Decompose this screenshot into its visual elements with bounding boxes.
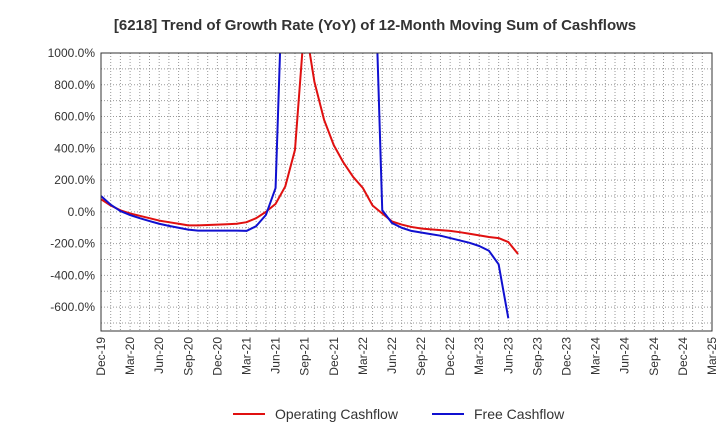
plot-area: [101, 53, 712, 331]
x-tick-label: Sep-21: [298, 337, 312, 376]
x-tick-label: Mar-23: [472, 337, 486, 375]
x-tick-label: Sep-22: [414, 337, 428, 376]
y-tick-label: 0.0%: [68, 205, 96, 219]
x-tick-label: Jun-21: [269, 337, 283, 374]
y-tick-label: 400.0%: [54, 141, 95, 155]
y-tick-label: 200.0%: [54, 173, 95, 187]
grid-layer: [100, 52, 713, 331]
y-tick-label: -600.0%: [50, 300, 95, 314]
x-tick-label: Dec-23: [560, 337, 574, 376]
x-tick-label: Dec-22: [443, 337, 457, 376]
legend-layer: Operating Cashflow Free Cashflow: [233, 406, 565, 422]
legend-label-1: Free Cashflow: [474, 406, 565, 422]
legend-label-0: Operating Cashflow: [275, 406, 399, 422]
x-tick-label: Jun-22: [385, 337, 399, 374]
x-tick-label: Mar-20: [123, 337, 137, 375]
x-tick-label: Sep-20: [181, 337, 195, 376]
x-tick-label: Mar-24: [589, 337, 603, 375]
x-tick-label: Mar-21: [239, 337, 253, 375]
x-tick-label: Jun-24: [618, 337, 632, 374]
plot-border: [100, 52, 713, 332]
x-tick-label: Mar-25: [705, 337, 719, 375]
x-tick-label: Dec-24: [676, 337, 690, 376]
y-tick-label: 800.0%: [54, 78, 95, 92]
x-tick-label: Sep-24: [647, 337, 661, 376]
series-line-0: [101, 53, 519, 255]
x-tick-label: Jun-20: [152, 337, 166, 374]
y-tick-label: -200.0%: [50, 237, 95, 251]
x-tick-label: Sep-23: [530, 337, 544, 376]
axis-layer: 1000.0% 800.0% 600.0% 400.0% 200.0% 0.0% -200.…: [48, 46, 719, 376]
x-tick-label: Jun-23: [501, 337, 515, 374]
y-tick-label: -400.0%: [50, 268, 95, 282]
x-tick-label: Dec-19: [94, 337, 108, 376]
x-tick-label: Mar-22: [356, 337, 370, 375]
series-line-1: [101, 53, 510, 319]
x-tick-label: Dec-20: [210, 337, 224, 376]
series-layer: [101, 53, 519, 319]
chart-title: [6218] Trend of Growth Rate (YoY) of 12-…: [114, 17, 636, 34]
y-tick-label: 1000.0%: [48, 46, 96, 60]
y-tick-label: 600.0%: [54, 110, 95, 124]
x-tick-label: Dec-21: [327, 337, 341, 376]
